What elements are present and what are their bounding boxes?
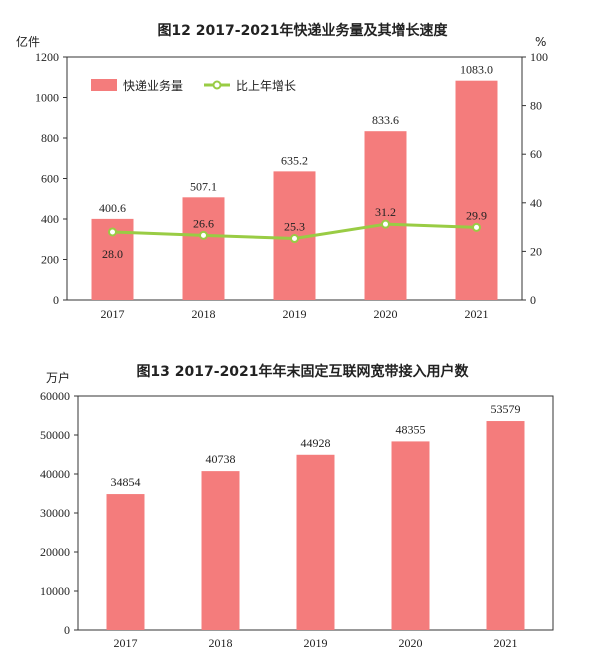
- bar-express-volume: [182, 197, 225, 300]
- y-tick-label-left-1: 0: [53, 293, 59, 307]
- y-tick-label-left-1: 800: [41, 131, 59, 145]
- data-label-growth-rate: 31.2: [375, 205, 396, 219]
- y-tick-label-2: 50000: [40, 428, 70, 442]
- data-label-broadband-users: 48355: [396, 422, 426, 436]
- data-label-express-volume: 400.6: [99, 201, 126, 215]
- point-growth-rate: [472, 222, 481, 232]
- y-tick-label-right-1: 100: [530, 50, 548, 64]
- data-label-broadband-users: 44928: [301, 436, 331, 450]
- x-tick-label-2: 2020: [399, 636, 423, 650]
- y-tick-label-right-1: 20: [530, 244, 542, 258]
- data-label-growth-rate: 29.9: [466, 208, 487, 222]
- y-tick-label-right-1: 60: [530, 147, 542, 161]
- chart-title-express: 图12 2017-2021年快递业务量及其增长速度: [157, 23, 448, 39]
- x-tick-label-2: 2019: [304, 636, 328, 650]
- y-tick-label-left-1: 1200: [35, 50, 59, 64]
- point-growth-rate: [290, 234, 299, 244]
- y-tick-label-2: 30000: [40, 506, 70, 520]
- y-tick-label-2: 10000: [40, 584, 70, 598]
- y-tick-label-right-1: 0: [530, 293, 536, 307]
- legend-label-express-volume: 快递业务量: [123, 78, 183, 93]
- bar-broadband-users: [296, 454, 335, 630]
- point-growth-rate: [199, 230, 208, 240]
- x-tick-label-1: 2021: [465, 307, 489, 321]
- y-tick-label-2: 20000: [40, 545, 70, 559]
- bar-broadband-users: [391, 441, 430, 630]
- data-label-express-volume: 635.2: [281, 153, 308, 167]
- legend-marker-growth-rate: [212, 80, 222, 90]
- y-tick-label-left-1: 600: [41, 172, 59, 186]
- legend-swatch-express-volume: [91, 79, 117, 91]
- bar-express-volume: [364, 131, 407, 300]
- y-tick-label-left-1: 1000: [35, 91, 59, 105]
- x-tick-label-2: 2018: [209, 636, 233, 650]
- bar-express-volume: [455, 80, 498, 300]
- y-tick-label-right-1: 40: [530, 196, 542, 210]
- x-tick-label-1: 2020: [374, 307, 398, 321]
- x-tick-label-2: 2021: [494, 636, 518, 650]
- data-label-express-volume: 507.1: [190, 179, 217, 193]
- x-tick-label-2: 2017: [114, 636, 138, 650]
- y-tick-label-left-1: 200: [41, 253, 59, 267]
- y-unit-2: 万户: [46, 370, 70, 385]
- y-tick-label-2: 40000: [40, 467, 70, 481]
- y-tick-label-left-1: 400: [41, 212, 59, 226]
- bar-broadband-users: [201, 471, 240, 630]
- data-label-express-volume: 1083.0: [460, 63, 493, 77]
- x-tick-label-1: 2017: [101, 307, 125, 321]
- data-label-growth-rate: 28.0: [102, 247, 123, 261]
- data-label-growth-rate: 25.3: [284, 220, 305, 234]
- bar-broadband-users: [486, 421, 525, 630]
- y-tick-label-2: 60000: [40, 389, 70, 403]
- legend-label-growth-rate: 比上年增长: [236, 79, 296, 93]
- chart-title-broadband: 图13 2017-2021年年末固定互联网宽带接入用户数: [136, 364, 469, 380]
- x-tick-label-1: 2019: [283, 307, 307, 321]
- point-growth-rate: [381, 219, 390, 229]
- y-unit-right-1: %: [535, 35, 546, 49]
- data-label-broadband-users: 34854: [111, 475, 141, 489]
- data-label-express-volume: 833.6: [372, 113, 399, 127]
- y-tick-label-right-1: 80: [530, 99, 542, 113]
- y-unit-left-1: 亿件: [16, 34, 40, 49]
- point-growth-rate: [108, 227, 117, 237]
- x-tick-label-1: 2018: [192, 307, 216, 321]
- bar-broadband-users: [106, 494, 145, 630]
- data-label-broadband-users: 40738: [206, 452, 236, 466]
- y-tick-label-2: 0: [64, 623, 70, 637]
- data-label-broadband-users: 53579: [491, 402, 521, 416]
- data-label-growth-rate: 26.6: [193, 216, 214, 230]
